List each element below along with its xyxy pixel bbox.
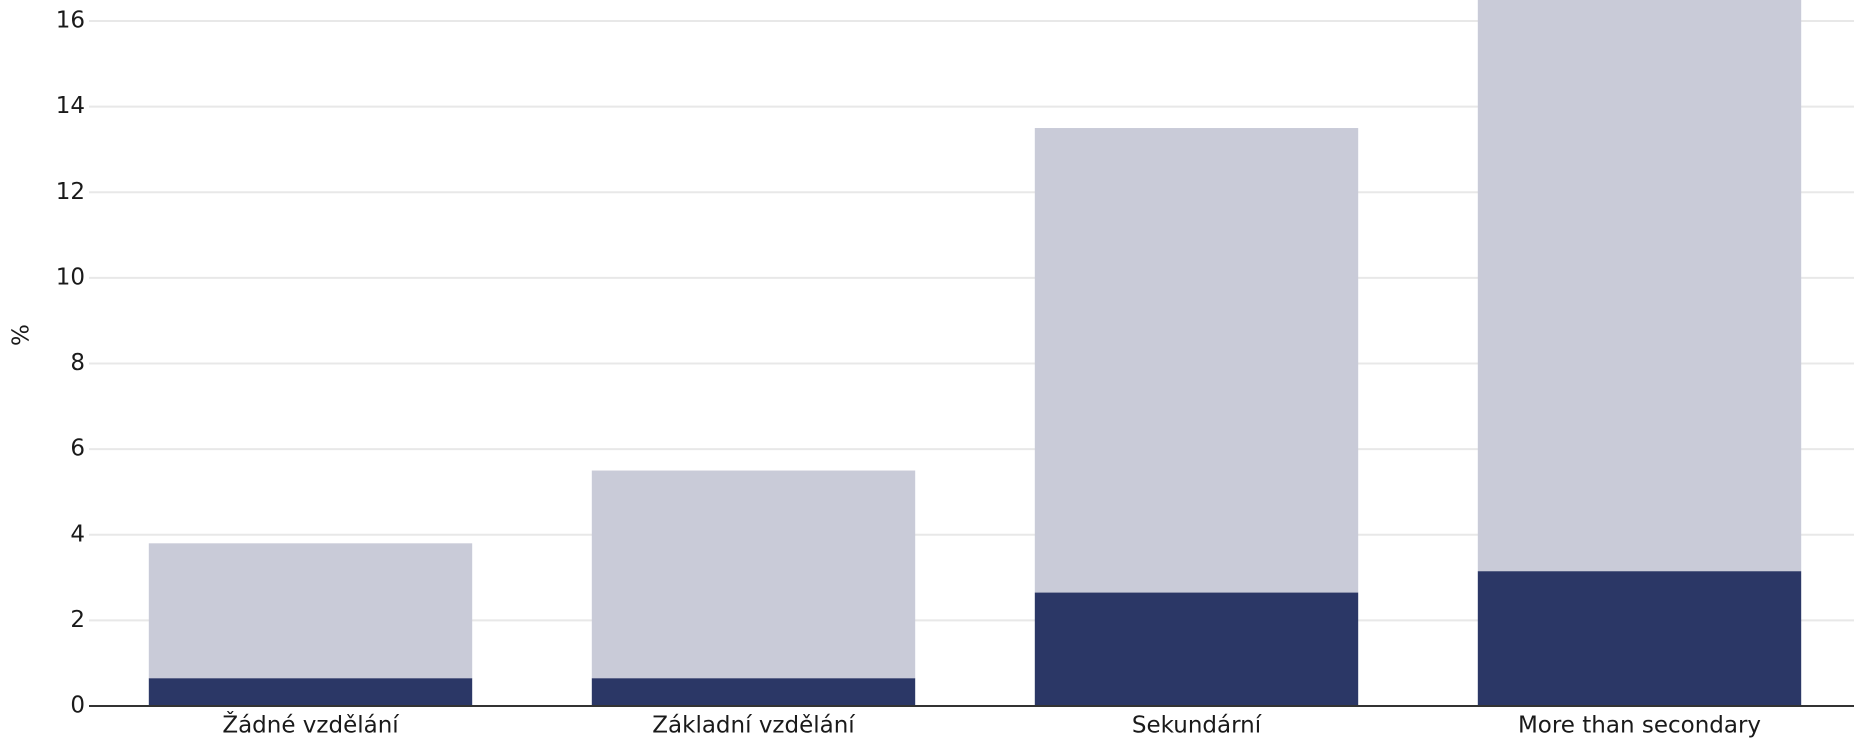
y-tick-label: 2 bbox=[70, 607, 85, 633]
bar-segment bbox=[1034, 592, 1359, 706]
y-tick-label: 8 bbox=[70, 350, 85, 376]
y-axis-label: % bbox=[9, 324, 35, 346]
x-tick-label: More than secondary bbox=[1518, 713, 1761, 739]
x-tick-label: Základní vzdělání bbox=[652, 713, 855, 739]
bar-segment bbox=[1477, 571, 1802, 706]
y-tick-label: 4 bbox=[70, 521, 85, 547]
y-tick-label: 12 bbox=[56, 179, 85, 205]
bar-segment bbox=[591, 470, 916, 679]
bar-segment bbox=[1477, 0, 1802, 572]
x-tick-label: Žádné vzdělání bbox=[222, 711, 399, 739]
y-tick-label: 16 bbox=[56, 8, 85, 34]
y-tick-label: 14 bbox=[56, 93, 85, 119]
bar-segment bbox=[148, 678, 473, 706]
y-tick-label: 0 bbox=[70, 693, 85, 719]
y-tick-label: 6 bbox=[70, 436, 85, 462]
bar-segment bbox=[148, 543, 473, 679]
y-tick-label: 10 bbox=[56, 264, 85, 290]
bar-segment bbox=[591, 678, 916, 706]
x-tick-label: Sekundární bbox=[1132, 713, 1262, 739]
bar-segment bbox=[1034, 128, 1359, 593]
